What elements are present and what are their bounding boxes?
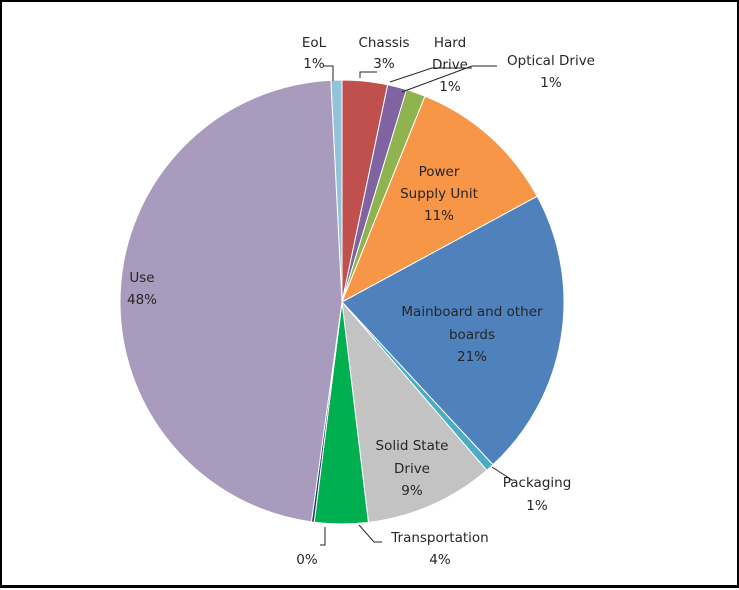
slice-label: Transportation	[390, 530, 488, 546]
slice-label: 3%	[373, 56, 395, 72]
slice-label: 1%	[540, 75, 562, 91]
slice-label: 21%	[457, 349, 487, 365]
slice-label: Chassis	[358, 35, 409, 51]
slice-label: Power	[419, 164, 460, 180]
slice-labels: EoL 1% Chassis 3% Hard Drive 1% Optical Drive 1%…	[127, 35, 595, 568]
leader-line	[359, 71, 377, 78]
leader-line	[358, 524, 382, 543]
slice-label: Mainboard and other	[401, 304, 543, 320]
leader-lines	[320, 65, 513, 546]
slice-label: Optical Drive	[507, 53, 595, 69]
leader-line	[389, 67, 472, 83]
slice-label: 1%	[439, 79, 461, 95]
pie-slice	[341, 95, 538, 304]
slice-label: 0%	[296, 552, 318, 568]
slice-label: 11%	[424, 208, 454, 224]
slice-label: 4%	[429, 552, 451, 568]
leader-line	[320, 527, 326, 546]
pie-slices	[119, 79, 565, 525]
slice-label: Drive	[432, 57, 468, 73]
slice-label: Drive	[394, 461, 430, 477]
slice-label: 9%	[401, 483, 423, 499]
slice-label: EoL	[302, 35, 327, 51]
pie-slice	[341, 195, 565, 466]
slice-label: 1%	[526, 498, 548, 514]
leader-line	[401, 65, 497, 93]
slice-label: Packaging	[503, 475, 572, 491]
leader-line	[324, 65, 334, 81]
slice-label: Hard	[434, 35, 466, 51]
pie-slice	[341, 300, 488, 523]
leader-line	[491, 466, 513, 481]
slice-label: Solid State	[376, 438, 449, 454]
slice-label: 1%	[303, 56, 325, 72]
slice-label: boards	[449, 327, 495, 343]
slice-label: Use	[129, 270, 154, 286]
slice-label: Supply Unit	[400, 186, 478, 202]
pie-slice	[119, 79, 343, 523]
slice-label: 48%	[127, 292, 157, 308]
